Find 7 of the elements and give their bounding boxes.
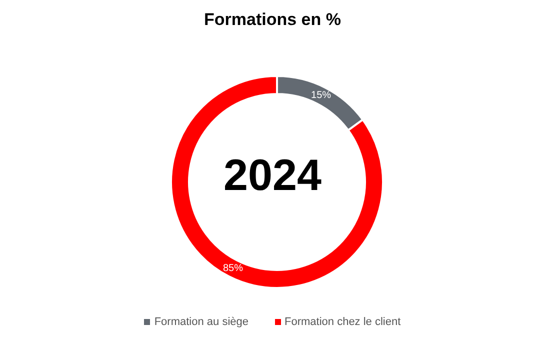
chart-title: Formations en % xyxy=(203,10,342,30)
data-label: 85% xyxy=(222,262,244,274)
text: 2024 xyxy=(222,151,322,201)
legend-label: Formation au siège xyxy=(154,316,248,328)
donut-slice xyxy=(170,75,384,289)
legend-label: Formation chez le client xyxy=(284,316,401,328)
data-label: 15% xyxy=(311,90,332,102)
